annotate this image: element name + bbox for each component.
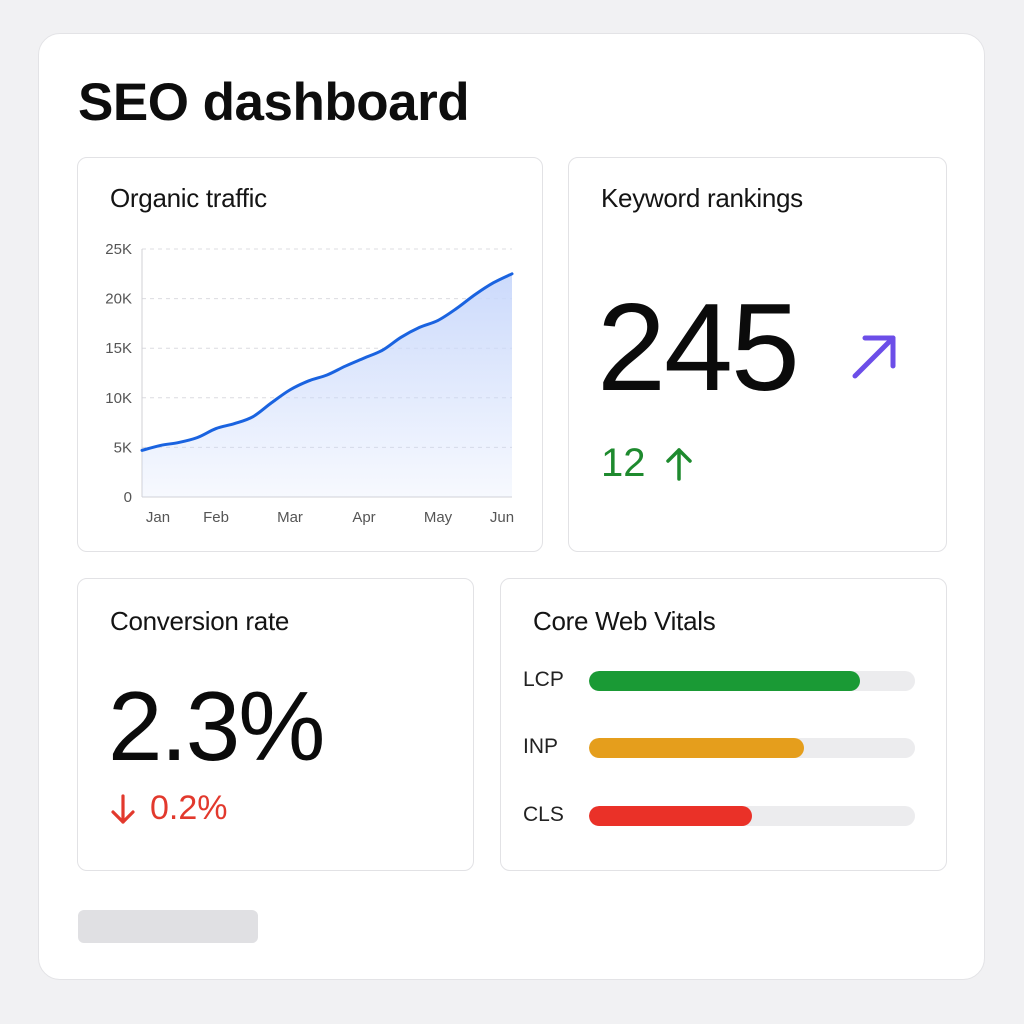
vital-track-inp bbox=[589, 738, 915, 758]
y-tick-label: 10K bbox=[105, 390, 132, 407]
core-web-vitals-title: Core Web Vitals bbox=[533, 606, 716, 636]
vital-fill-lcp bbox=[589, 671, 860, 691]
vital-label-inp: INP bbox=[523, 735, 559, 758]
x-tick-label: Apr bbox=[352, 509, 375, 526]
vital-label-lcp: LCP bbox=[523, 668, 564, 691]
y-tick-label: 0 bbox=[124, 489, 132, 506]
loading-placeholder bbox=[78, 910, 258, 943]
vital-track-cls bbox=[589, 806, 915, 826]
keyword-rankings-delta: 12 bbox=[601, 441, 694, 486]
conversion-rate-value: 2.3% bbox=[108, 671, 325, 781]
organic-traffic-chart: 0 5K 10K 15K 20K 25K Jan Feb Mar Apr May Jun bbox=[105, 241, 514, 526]
page-title: SEO dashboard bbox=[78, 73, 470, 132]
y-tick-label: 20K bbox=[105, 291, 132, 308]
y-tick-label: 5K bbox=[114, 439, 132, 456]
organic-traffic-title: Organic traffic bbox=[110, 183, 267, 213]
x-tick-label: May bbox=[424, 509, 453, 526]
vital-fill-cls bbox=[589, 806, 752, 826]
vital-fill-inp bbox=[589, 738, 805, 758]
arrow-down-icon bbox=[111, 793, 135, 824]
keyword-rankings-card[interactable]: Keyword rankings 245 12 bbox=[568, 157, 947, 552]
vital-row-inp: INP bbox=[523, 735, 923, 759]
core-web-vitals-card[interactable]: Core Web Vitals LCP INP CLS bbox=[500, 578, 947, 871]
x-tick-label: Jan bbox=[146, 509, 170, 526]
vital-row-cls: CLS bbox=[523, 803, 923, 827]
vital-track-lcp bbox=[589, 671, 915, 691]
x-tick-label: Feb bbox=[203, 509, 229, 526]
conversion-rate-card[interactable]: Conversion rate 2.3% 0.2% bbox=[77, 578, 474, 871]
organic-traffic-card[interactable]: Organic traffic 0 5K 10K 15K 20K 25K Jan Feb Mar… bbox=[77, 157, 543, 552]
y-tick-label: 15K bbox=[105, 340, 132, 357]
keyword-rankings-value: 245 bbox=[597, 279, 800, 417]
x-tick-label: Jun bbox=[490, 509, 514, 526]
seo-dashboard: SEO dashboard Organic traffic 0 5K 10K 15K 2… bbox=[38, 33, 985, 980]
arrow-up-icon bbox=[665, 447, 692, 481]
y-tick-label: 25K bbox=[105, 241, 132, 258]
vital-label-cls: CLS bbox=[523, 803, 564, 826]
keyword-rankings-title: Keyword rankings bbox=[601, 183, 803, 213]
vital-row-lcp: LCP bbox=[523, 668, 923, 692]
x-tick-label: Mar bbox=[277, 509, 303, 526]
conversion-rate-delta: 0.2% bbox=[110, 789, 228, 828]
arrow-up-right-icon bbox=[852, 335, 896, 379]
traffic-series-line bbox=[140, 272, 514, 452]
keyword-delta-value: 12 bbox=[601, 441, 646, 485]
conversion-delta-value: 0.2% bbox=[150, 789, 228, 827]
conversion-rate-title: Conversion rate bbox=[110, 606, 290, 636]
traffic-area-fill bbox=[142, 273, 512, 497]
